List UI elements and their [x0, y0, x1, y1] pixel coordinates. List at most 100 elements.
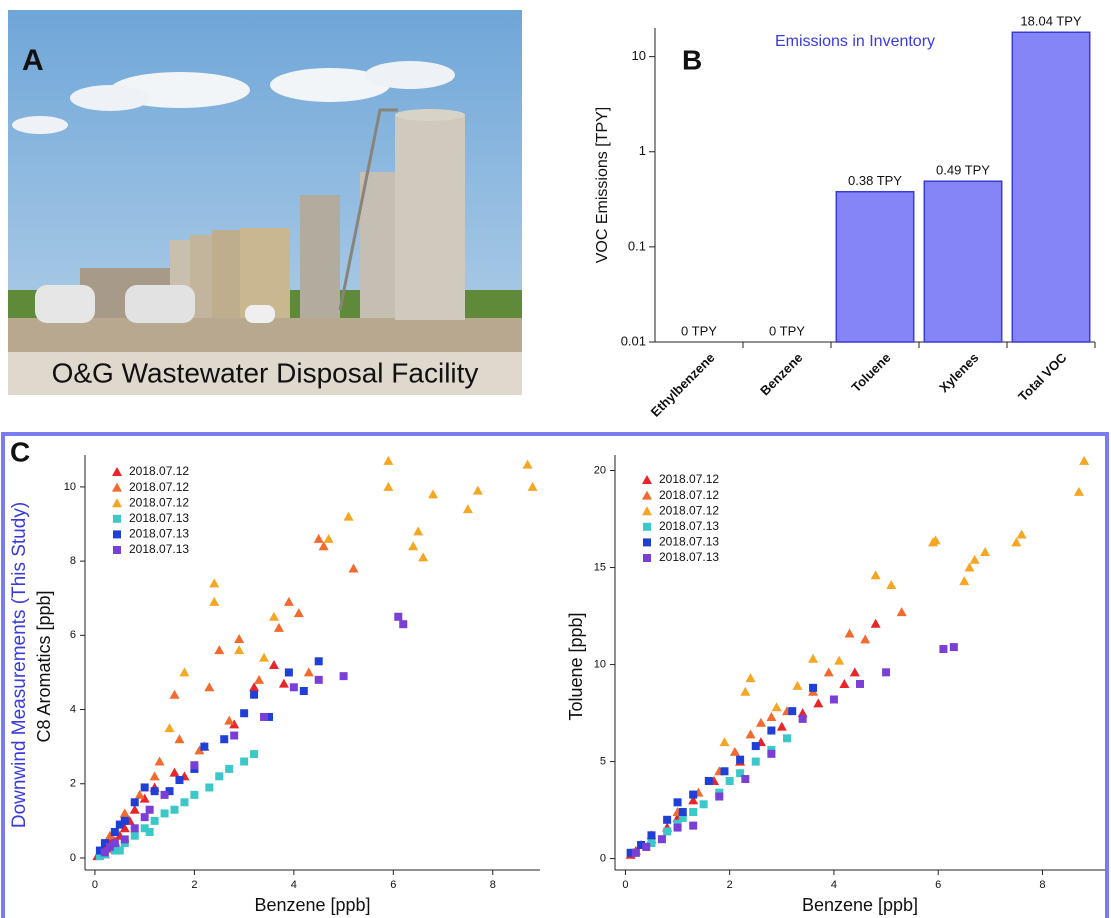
legend-label: 2018.07.12 — [129, 464, 189, 478]
marker — [119, 808, 130, 818]
marker — [771, 702, 782, 712]
marker — [823, 667, 834, 677]
marker — [120, 835, 129, 844]
marker — [169, 689, 180, 699]
marker — [170, 805, 179, 814]
marker — [225, 764, 234, 773]
legend-marker — [112, 482, 122, 492]
marker — [631, 848, 640, 857]
marker — [678, 813, 687, 822]
marker — [689, 821, 698, 830]
legend-label: 2018.07.13 — [129, 511, 189, 525]
marker — [240, 709, 249, 718]
marker — [180, 798, 189, 807]
legend-label: 2018.07.13 — [659, 550, 719, 564]
marker — [736, 755, 745, 764]
marker — [323, 533, 334, 543]
marker — [209, 596, 220, 606]
y-tick-label: 2 — [70, 778, 76, 790]
x-tick-label: 8 — [1039, 879, 1045, 891]
cloud — [365, 61, 455, 89]
legend-label: 2018.07.12 — [659, 503, 719, 517]
marker — [959, 576, 970, 586]
marker — [339, 672, 348, 681]
legend-marker — [643, 522, 651, 531]
marker — [215, 772, 224, 781]
marker — [140, 813, 149, 822]
marker — [413, 526, 424, 536]
marker — [129, 804, 140, 814]
marker — [130, 798, 139, 807]
side-label: Downwind Measurements (This Study) — [9, 502, 30, 828]
marker — [657, 835, 666, 844]
legend-label: 2018.07.13 — [129, 527, 189, 541]
marker — [115, 846, 124, 855]
marker — [755, 717, 766, 727]
marker — [704, 776, 713, 785]
y-tick-label: 0.01 — [621, 333, 646, 348]
marker — [110, 839, 119, 848]
marker — [472, 485, 483, 495]
marker — [190, 790, 199, 799]
marker — [647, 839, 656, 848]
x-tick-label: Benzene — [757, 350, 805, 398]
marker — [849, 667, 860, 677]
marker — [930, 535, 941, 545]
marker — [886, 580, 897, 590]
value-label: 0.38 TPY — [848, 173, 902, 188]
marker — [751, 742, 760, 751]
marker — [224, 715, 235, 725]
y-tick-label: 8 — [70, 555, 76, 567]
marker — [798, 714, 807, 723]
marker — [160, 790, 169, 799]
marker — [318, 541, 329, 551]
marker — [689, 790, 698, 799]
y-tick-label: 0.1 — [628, 238, 646, 253]
marker — [264, 712, 273, 721]
legend-label: 2018.07.12 — [659, 488, 719, 502]
marker — [673, 823, 682, 832]
marker — [283, 596, 294, 606]
marker — [240, 757, 249, 766]
marker — [214, 645, 225, 655]
value-label: 18.04 TPY — [1020, 14, 1082, 29]
legend-marker — [113, 530, 121, 539]
bar — [1011, 31, 1091, 343]
marker — [729, 746, 740, 756]
x-tick-label: Toluene — [848, 350, 893, 395]
marker — [767, 749, 776, 758]
marker — [314, 675, 323, 684]
y-tick-label: 0 — [70, 852, 76, 864]
panel-label: A — [22, 44, 44, 77]
marker — [160, 809, 169, 818]
marker — [408, 541, 419, 551]
marker — [745, 673, 756, 683]
marker — [783, 734, 792, 743]
marker — [140, 824, 149, 833]
marker — [1073, 486, 1084, 496]
marker — [678, 808, 687, 817]
marker — [741, 775, 750, 784]
y-tick-label: 6 — [70, 629, 76, 641]
marker — [150, 816, 159, 825]
marker — [699, 800, 708, 809]
tank — [240, 228, 290, 318]
truck — [35, 285, 95, 323]
marker — [284, 668, 293, 677]
marker — [140, 783, 149, 792]
legend-label: 2018.07.12 — [129, 495, 189, 509]
legend-marker — [112, 498, 122, 508]
marker — [383, 481, 394, 491]
marker — [844, 628, 855, 638]
marker — [663, 827, 672, 836]
x-axis-label: Benzene [ppb] — [254, 895, 370, 915]
marker — [154, 756, 165, 766]
marker — [522, 459, 533, 469]
marker — [110, 846, 119, 855]
x-tick-label: Ethylbenzene — [648, 350, 718, 420]
marker — [766, 711, 777, 721]
marker — [230, 731, 239, 740]
marker — [259, 652, 270, 662]
marker — [736, 769, 745, 778]
